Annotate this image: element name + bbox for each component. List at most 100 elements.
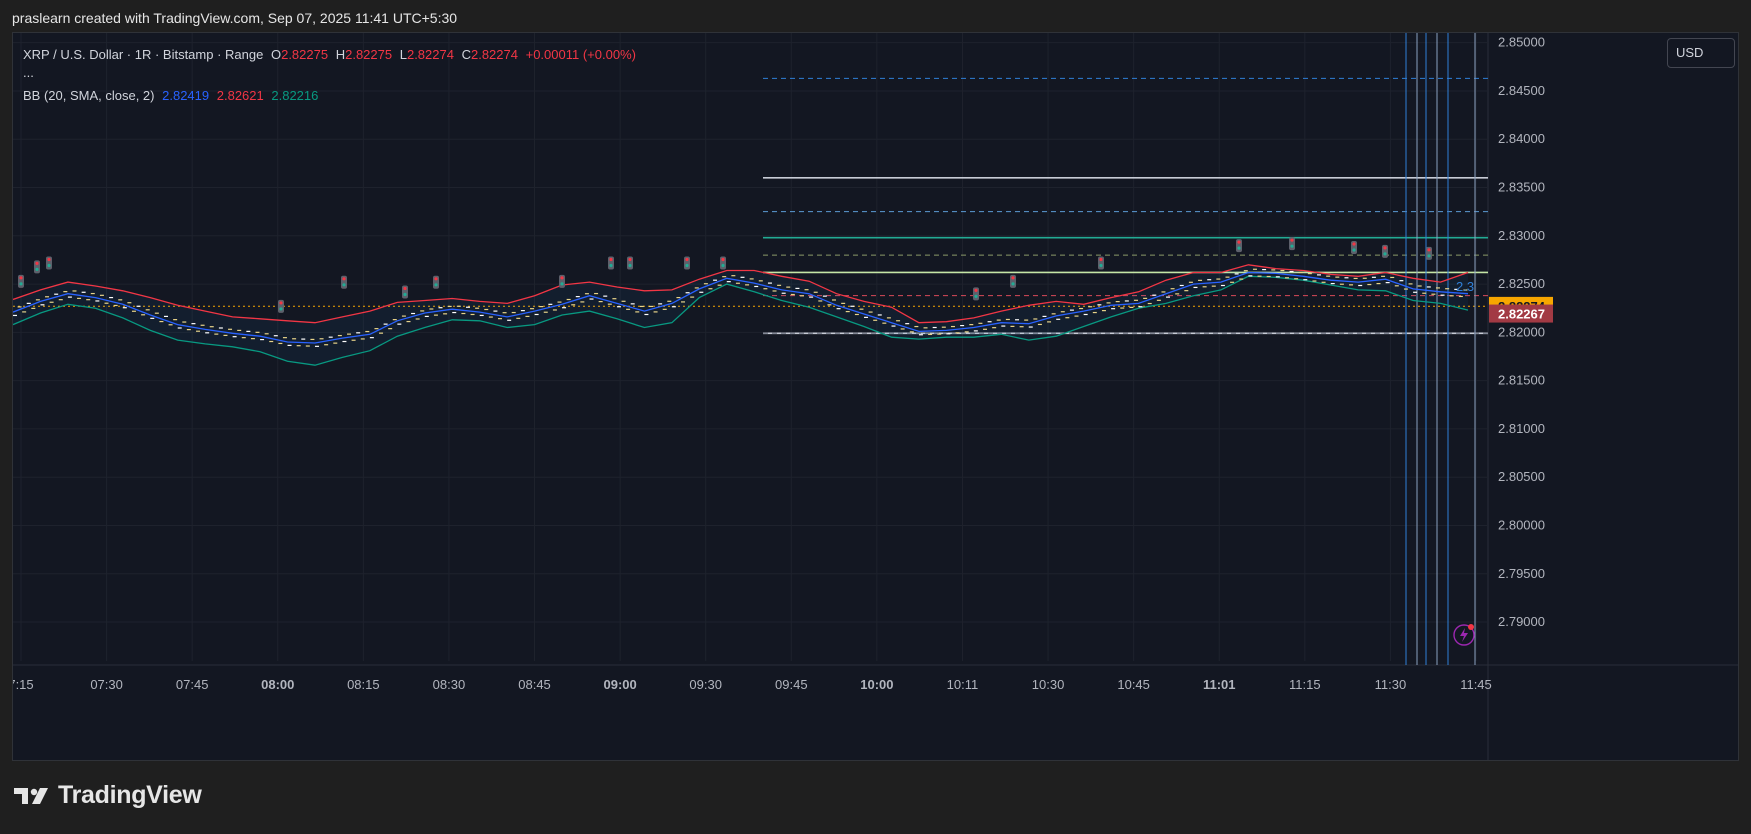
bb-lower-line[interactable]	[13, 275, 1469, 366]
signal-marker-dot	[560, 276, 564, 280]
lightning-bolt-icon	[1460, 628, 1468, 642]
signal-marker-dot	[1352, 248, 1356, 252]
signal-marker-dot	[279, 301, 283, 305]
y-tick-label: 2.83500	[1498, 180, 1545, 195]
x-tick-label: 11:30	[1375, 677, 1407, 692]
signal-marker-dot	[560, 282, 564, 286]
x-tick-label: 10:00	[860, 677, 893, 692]
signal-marker-dot	[685, 263, 689, 268]
legend-more-button[interactable]: ...	[23, 65, 34, 80]
signal-marker-dot	[1099, 263, 1103, 268]
x-tick-label: 09:45	[775, 677, 808, 692]
high-value: 2.82275	[345, 47, 393, 62]
change-value: +0.00011 (+0.00%)	[525, 47, 636, 62]
x-tick-label: 10:30	[1032, 677, 1065, 692]
signal-marker-dot	[628, 263, 632, 268]
bb-basis-line[interactable]	[13, 271, 1469, 344]
signal-marker-dot	[403, 286, 407, 291]
signal-marker-dot	[974, 294, 978, 298]
signal-marker-dot	[685, 257, 689, 262]
high-label: H	[335, 47, 346, 62]
x-tick-label: 10:11	[947, 677, 979, 692]
bollinger-band-fill	[13, 264, 1468, 366]
signal-marker-dot	[609, 257, 613, 262]
x-tick-label: 09:30	[689, 677, 722, 692]
chart-panel[interactable]: 2.85000 2.84500 2.84000 2.83500 2.83000 2.825…	[12, 32, 1739, 761]
y-tick-label: 2.82000	[1498, 324, 1545, 339]
drawing-label: 2.3	[1456, 279, 1474, 294]
currency-button[interactable]: USD	[1667, 38, 1735, 68]
marker-price-badge-text: 2.82267	[1498, 307, 1545, 322]
chart-caption: praslearn created with TradingView.com, …	[12, 10, 458, 26]
signal-marker-dot	[434, 283, 438, 287]
open-value: 2.82275	[281, 47, 329, 62]
symbol-label[interactable]: XRP / U.S. Dollar · 1R · Bitstamp · Rang…	[23, 47, 264, 62]
price-chart[interactable]: 2.85000 2.84500 2.84000 2.83500 2.83000 2.825…	[13, 33, 1738, 760]
signal-marker-dot	[1011, 276, 1015, 280]
x-tick-label: 09:00	[603, 677, 636, 692]
x-tick-label: 08:45	[518, 677, 551, 692]
x-tick-label: 08:00	[261, 677, 294, 692]
signal-marker-dot	[1383, 252, 1387, 256]
y-tick-label: 2.84500	[1498, 83, 1545, 98]
close-value: 2.82274	[470, 47, 518, 62]
signal-marker-dot	[609, 263, 613, 268]
bb-upper-value: 2.82621	[216, 88, 264, 103]
bb-upper-line[interactable]	[13, 264, 1469, 324]
signal-marker-dot	[47, 257, 51, 262]
x-tick-label: 7:15	[13, 677, 34, 692]
signal-marker-dot	[1352, 242, 1356, 246]
signal-marker-dot	[47, 263, 51, 268]
x-tick-label: 11:45	[1460, 677, 1492, 692]
tradingview-logo: TradingView	[14, 781, 202, 810]
notification-dot-icon	[1468, 624, 1474, 630]
signal-marker-dot	[1237, 246, 1241, 250]
low-value: 2.82274	[406, 47, 454, 62]
bb-label: BB (20, SMA, close, 2)	[23, 88, 155, 103]
ohlc-legend: XRP / U.S. Dollar · 1R · Bitstamp · Rang…	[23, 47, 640, 62]
signal-marker-dot	[279, 307, 283, 311]
y-tick-label: 2.79500	[1498, 566, 1545, 581]
x-tick-label: 08:30	[433, 677, 466, 692]
signal-marker-dot	[342, 277, 346, 281]
tradingview-logo-icon	[14, 787, 48, 804]
signal-marker-dot	[721, 263, 725, 268]
signal-marker-dot	[342, 283, 346, 287]
signal-marker-dot	[1290, 238, 1294, 242]
marker-price-badge	[1489, 304, 1553, 323]
signal-marker-dot	[1383, 246, 1387, 250]
signal-marker-dot	[974, 288, 978, 292]
y-tick-label: 2.80000	[1498, 517, 1545, 532]
x-tick-label: 07:30	[90, 677, 123, 692]
bollinger-legend[interactable]: BB (20, SMA, close, 2) 2.82419 2.82621 2…	[23, 88, 322, 103]
signal-marker-dot	[1011, 282, 1015, 286]
signal-marker-dot	[1427, 254, 1431, 258]
signal-marker-dot	[35, 261, 39, 265]
signal-marker-dot	[721, 257, 725, 262]
signal-marker-dot	[1237, 240, 1241, 244]
close-label: C	[461, 47, 471, 62]
x-tick-label: 11:15	[1289, 677, 1321, 692]
bb-basis-value: 2.82419	[162, 88, 210, 103]
x-tick-label: 10:45	[1117, 677, 1150, 692]
y-tick-label: 2.85000	[1498, 35, 1545, 50]
signal-marker-dot	[403, 292, 407, 297]
y-tick-label: 2.81000	[1498, 421, 1545, 436]
x-tick-label: 11:01	[1203, 677, 1236, 692]
signal-marker-dot	[35, 267, 39, 271]
signal-marker-dot	[434, 277, 438, 281]
signal-marker-dot	[628, 257, 632, 262]
signal-marker-dot	[1290, 244, 1294, 248]
y-tick-label: 2.84000	[1498, 131, 1545, 146]
y-tick-label: 2.82500	[1498, 276, 1545, 291]
tradingview-brand: TradingView	[58, 781, 202, 809]
y-tick-label: 2.81500	[1498, 373, 1545, 388]
y-tick-label: 2.80500	[1498, 469, 1545, 484]
signal-marker-dot	[19, 282, 23, 286]
open-label: O	[270, 47, 282, 62]
x-tick-label: 07:45	[176, 677, 209, 692]
bb-lower-value: 2.82216	[271, 88, 319, 103]
y-tick-label: 2.83000	[1498, 228, 1545, 243]
y-tick-label: 2.79000	[1498, 614, 1545, 629]
x-tick-label: 08:15	[347, 677, 380, 692]
